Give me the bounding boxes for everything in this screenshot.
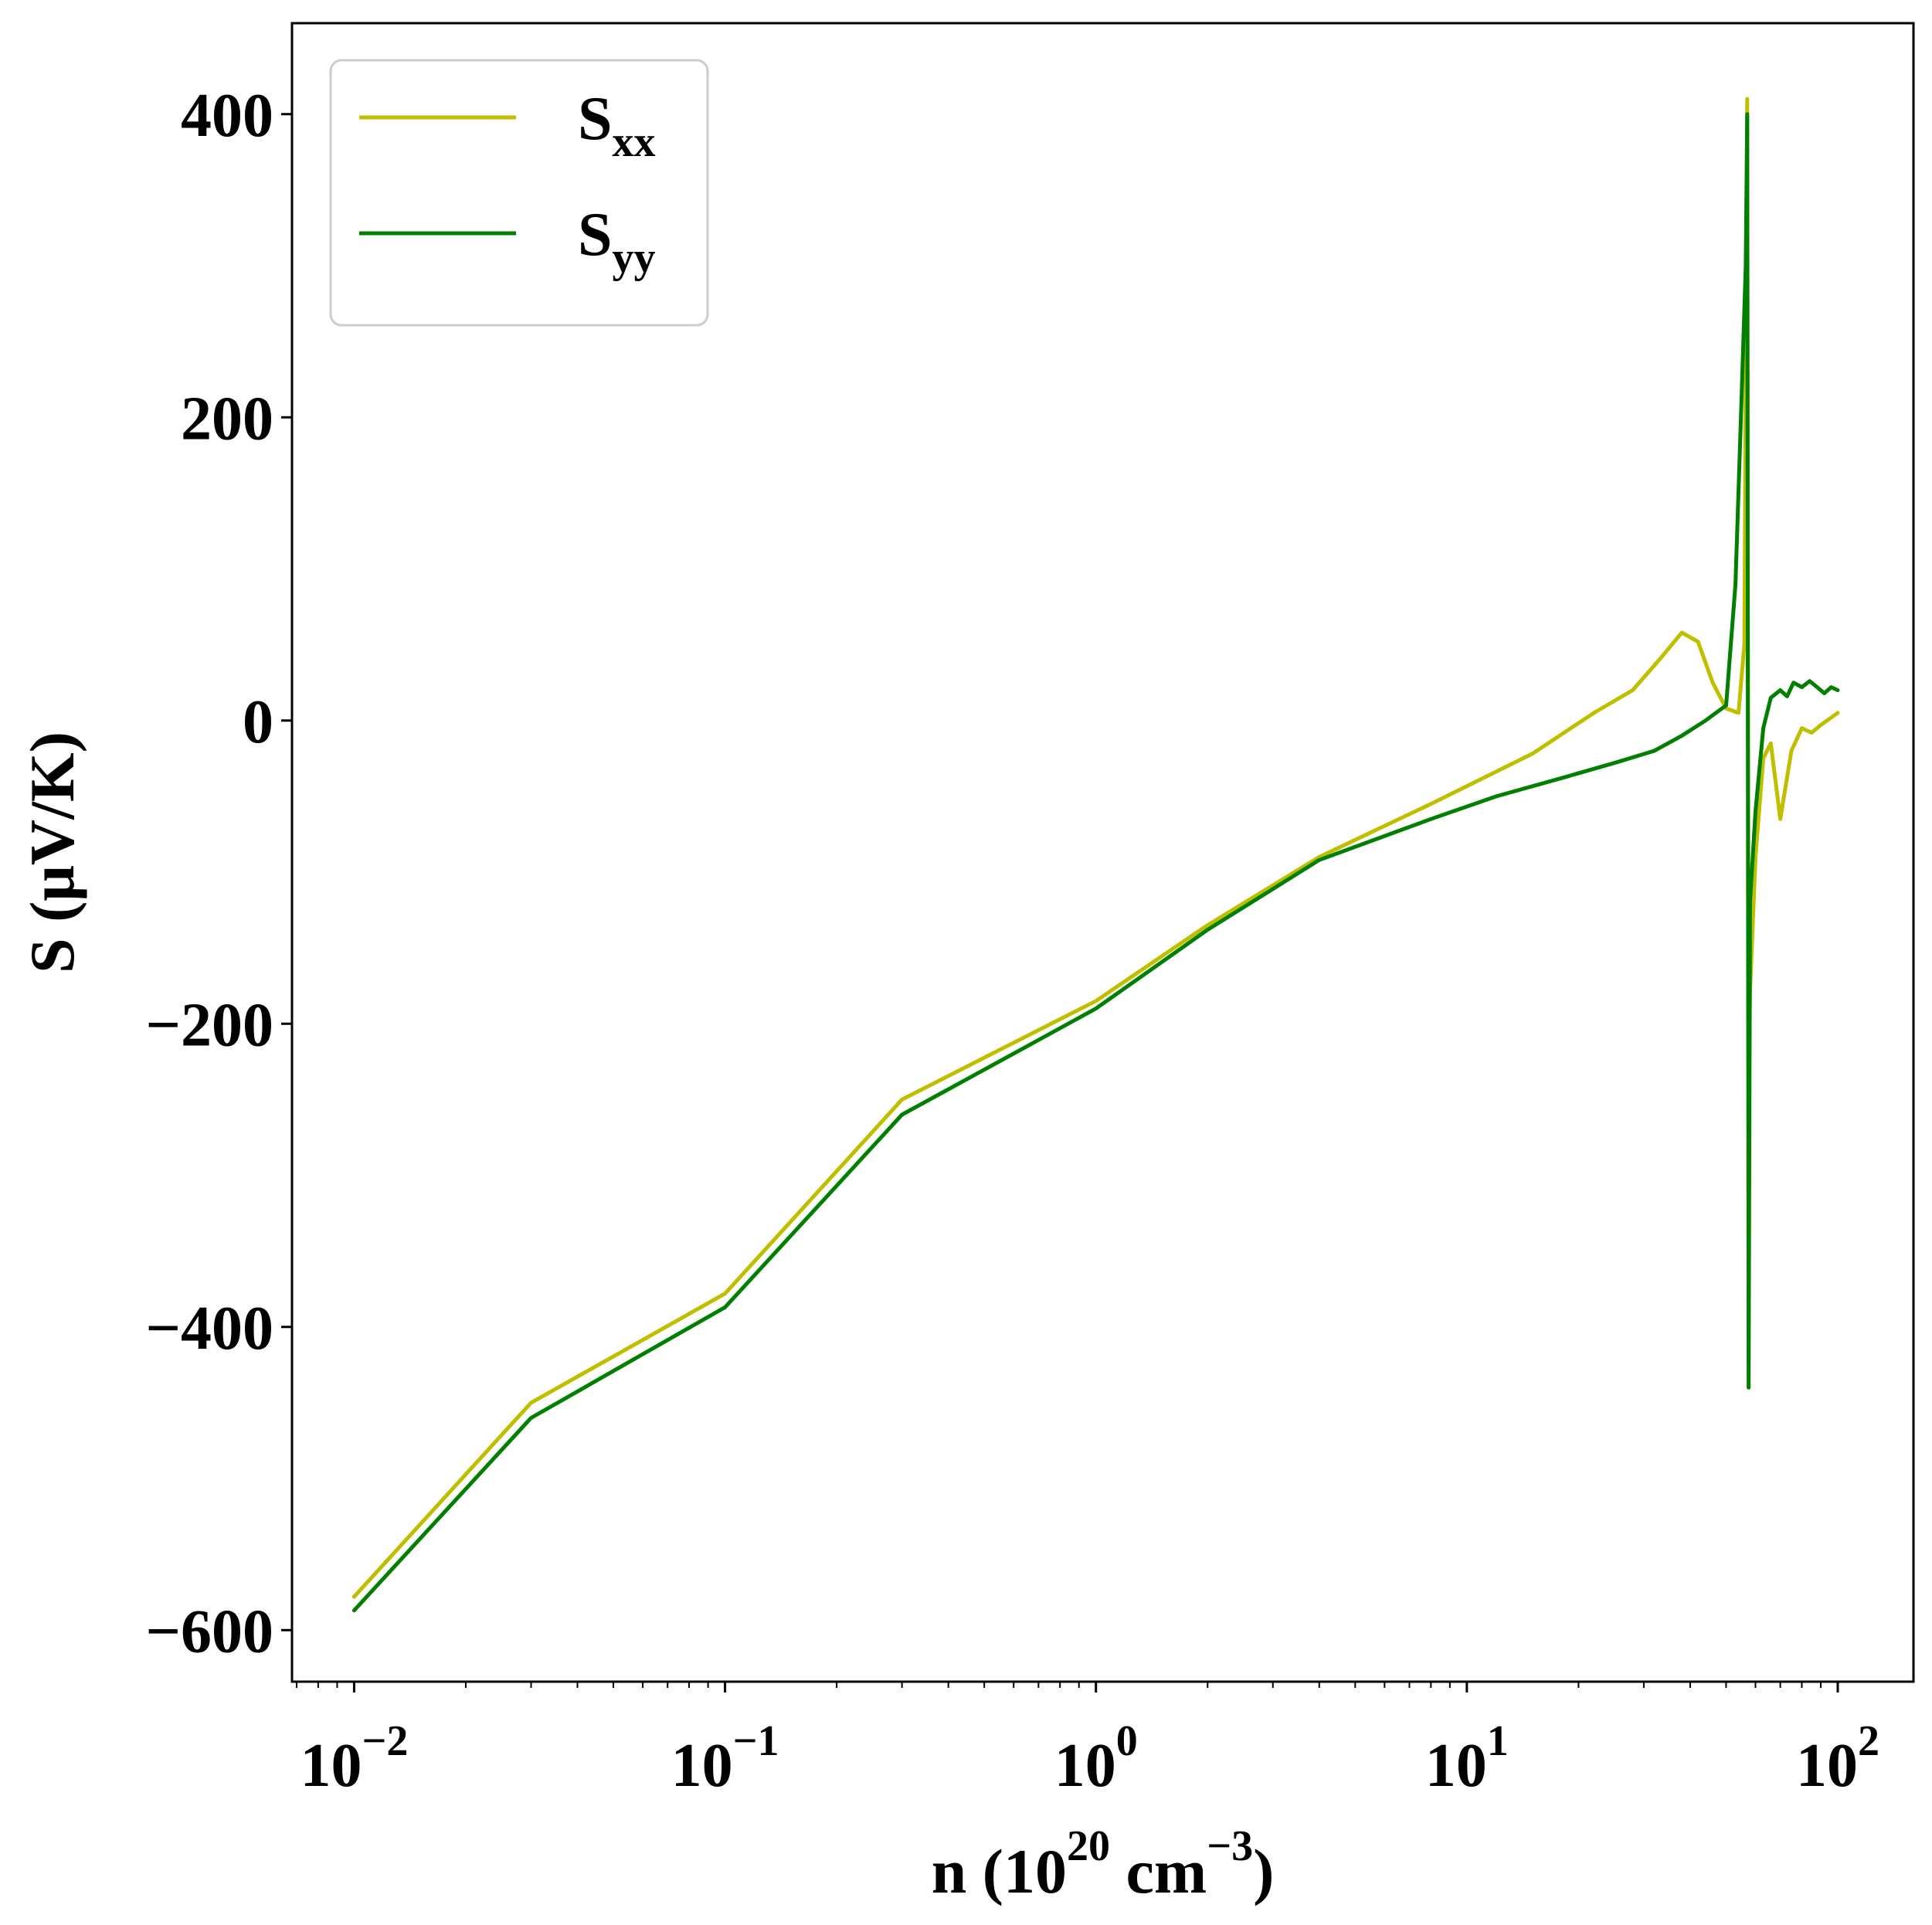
legend-label-syy: Syy [578,201,656,282]
y-tick-label: −400 [145,1295,273,1363]
y-tick-label: 0 [243,688,273,756]
x-tick-label: 102 [1796,1717,1879,1800]
x-axis-label: n (1020 cm−3) [932,1822,1275,1906]
x-axis: 10−2 10−1 100 101 102 [296,1682,1879,1800]
x-tick-label: 101 [1425,1717,1509,1800]
series-line-sxx [351,97,1840,1599]
y-tick-label: −200 [145,991,273,1059]
legend: Sxx Syy [329,59,709,327]
plot-frame [290,22,1915,1683]
plot-area [290,22,1915,1683]
x-tick-label: 100 [1054,1717,1138,1800]
y-tick-label: 400 [181,82,273,150]
x-tick-label: 10−1 [671,1717,779,1800]
y-tick-label: 200 [181,385,273,453]
y-tick-label: −600 [145,1597,273,1665]
y-axis-label: S (μV/K) [17,732,87,973]
legend-box [329,59,709,327]
x-tick-label: 10−2 [300,1717,408,1800]
legend-label-sxx: Sxx [578,85,656,166]
series-line-syy [351,112,1840,1613]
y-axis: 400 200 0 −200 −400 −600 [145,82,292,1665]
